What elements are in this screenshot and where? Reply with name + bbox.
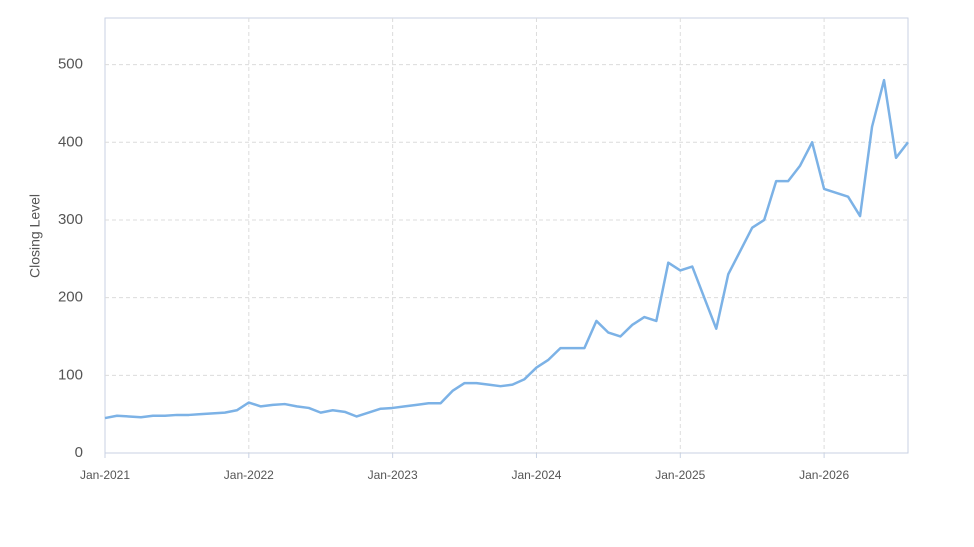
plot-area: [104, 17, 909, 454]
x-tick-label: Jan-2024: [511, 468, 561, 482]
y-axis-label: Closing Level: [27, 194, 43, 278]
x-tick-label: Jan-2023: [368, 468, 418, 482]
y-tick-label: 400: [58, 133, 83, 150]
series-line: [104, 78, 909, 420]
x-tick-label: Jan-2022: [224, 468, 274, 482]
x-tick-label: Jan-2021: [80, 468, 130, 482]
x-tick-label: Jan-2026: [799, 468, 849, 482]
y-tick-label: 100: [58, 366, 83, 383]
y-tick-label: 300: [58, 211, 83, 228]
y-tick-label: 500: [58, 56, 83, 73]
x-tick-label: Jan-2025: [655, 468, 705, 482]
y-tick-label: 200: [58, 289, 83, 306]
y-tick-label: 0: [75, 444, 83, 461]
